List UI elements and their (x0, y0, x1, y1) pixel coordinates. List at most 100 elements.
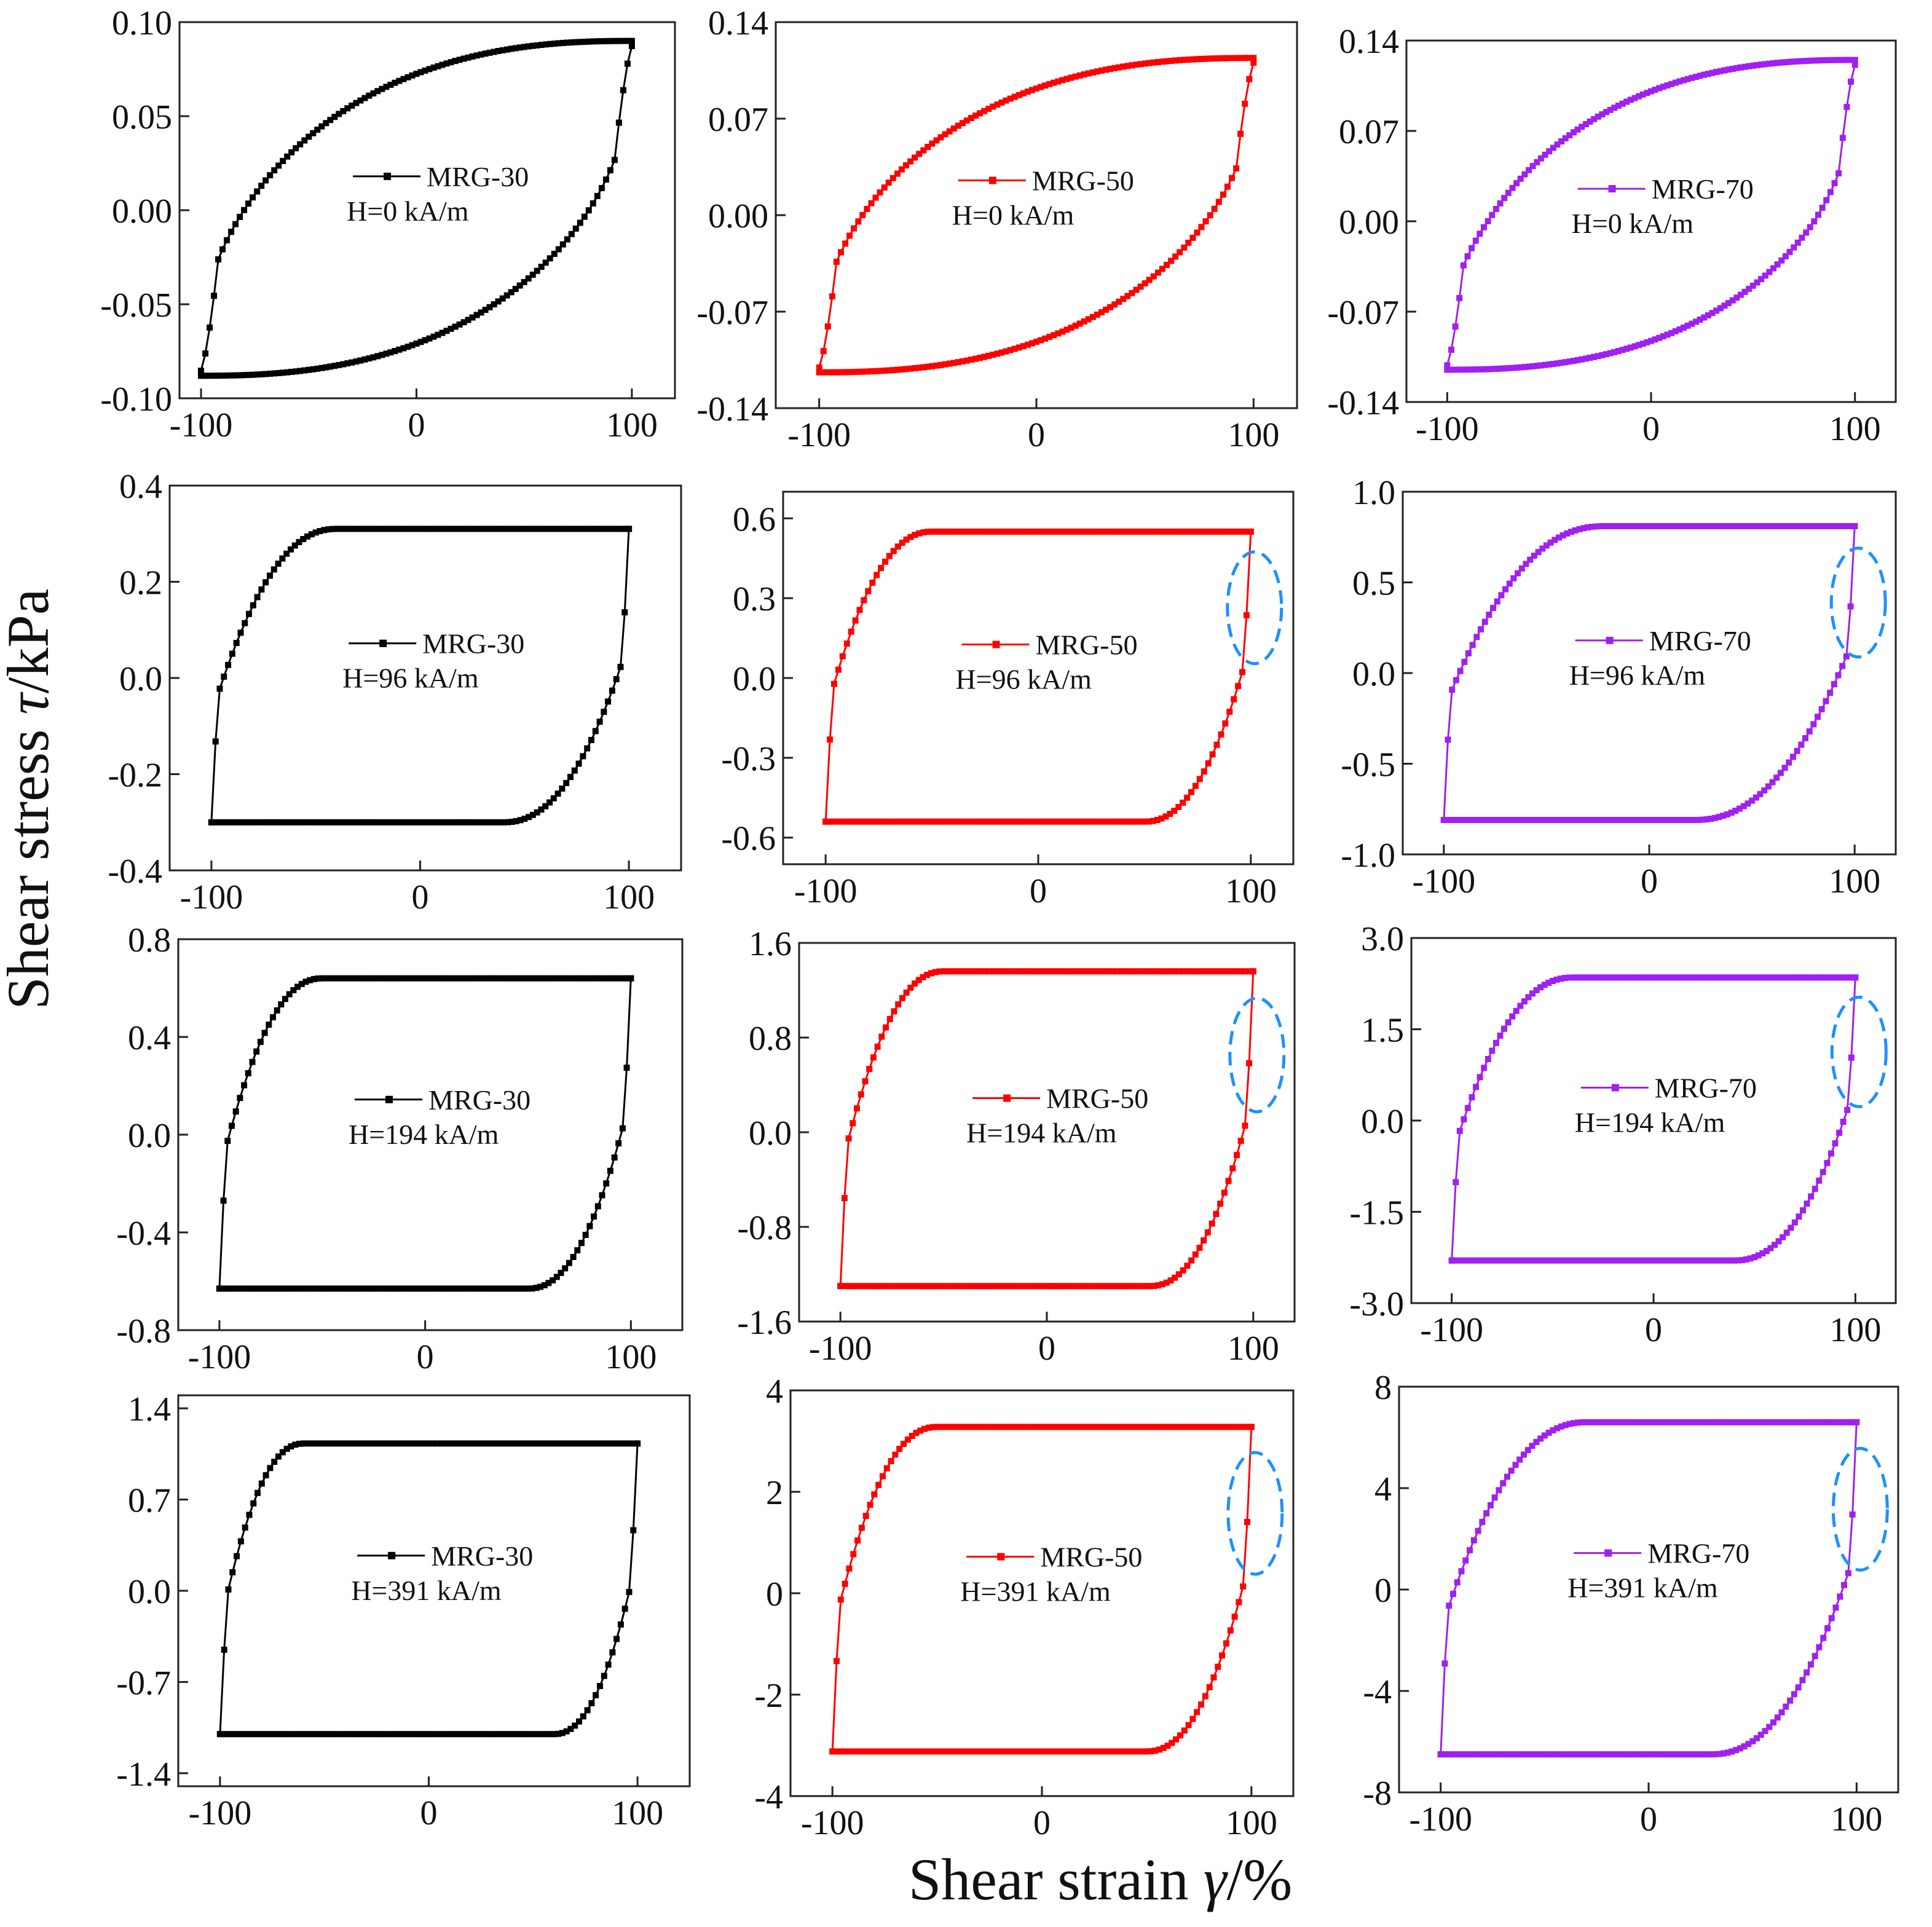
data-point (1227, 1627, 1234, 1634)
data-point (1231, 528, 1237, 535)
data-point (998, 349, 1005, 356)
data-point (1587, 118, 1593, 125)
data-point (1786, 58, 1793, 65)
data-point (1508, 1751, 1515, 1758)
data-point (1666, 1257, 1673, 1264)
data-point (1716, 814, 1722, 821)
data-point (988, 528, 995, 535)
data-point (1047, 818, 1054, 825)
data-point (1515, 570, 1521, 577)
data-point (459, 975, 465, 982)
data-point (1674, 1419, 1681, 1425)
data-point (1188, 968, 1195, 975)
data-point (1753, 523, 1759, 529)
y-axis-title-symbol: τ (0, 692, 61, 715)
data-point (354, 819, 361, 826)
data-point (1668, 329, 1675, 336)
data-point (1515, 817, 1521, 823)
data-point (349, 102, 355, 109)
field-label: H=391 kA/m (351, 1575, 502, 1606)
data-point (873, 572, 880, 578)
data-point (854, 1283, 860, 1290)
data-point (1579, 356, 1585, 363)
data-point (1141, 280, 1148, 286)
data-point (1765, 783, 1772, 790)
data-point (312, 529, 319, 536)
data-point (1188, 1257, 1195, 1264)
data-point (542, 526, 549, 532)
data-point (998, 968, 1005, 975)
data-point (1453, 677, 1459, 684)
data-point (488, 526, 494, 532)
data-point (1595, 353, 1601, 360)
data-point (1564, 817, 1571, 823)
data-point (350, 1731, 357, 1738)
data-point (1831, 57, 1838, 63)
data-point (446, 975, 453, 982)
data-point (1741, 63, 1748, 70)
data-point (912, 818, 918, 825)
data-point (1223, 1640, 1229, 1647)
data-point (430, 65, 437, 71)
data-point (875, 1748, 882, 1755)
data-point (1652, 87, 1658, 93)
data-point (509, 1731, 516, 1738)
data-point (228, 372, 235, 379)
data-point (611, 37, 618, 44)
data-point (1240, 1583, 1247, 1590)
data-point (985, 352, 992, 359)
data-point (1210, 1674, 1217, 1681)
data-point (1724, 811, 1730, 818)
data-point (469, 314, 476, 321)
data-point (1130, 1283, 1137, 1290)
data-point (1505, 365, 1512, 371)
data-point (1527, 817, 1534, 823)
data-point (1835, 672, 1842, 679)
data-point (513, 818, 519, 824)
data-point (342, 1731, 349, 1738)
data-point (1743, 1256, 1749, 1263)
data-point (1712, 1419, 1719, 1425)
data-point (598, 185, 605, 191)
data-point (1620, 1751, 1627, 1758)
data-point (609, 1440, 616, 1447)
data-point (1127, 1424, 1134, 1430)
data-point (1492, 206, 1499, 212)
data-point (288, 819, 294, 826)
data-point (904, 1436, 911, 1443)
data-point (229, 1285, 235, 1292)
data-point (1120, 528, 1127, 535)
data-point (1145, 528, 1152, 535)
data-point (1220, 55, 1226, 61)
data-point (1754, 61, 1760, 68)
data-point (241, 372, 248, 379)
data-point (1449, 687, 1456, 693)
data-point (279, 1449, 286, 1456)
data-point (360, 1285, 367, 1292)
data-point (1646, 817, 1652, 823)
data-point (1815, 523, 1821, 529)
data-point (438, 526, 444, 532)
data-point (1105, 968, 1112, 975)
data-point (1571, 358, 1577, 365)
data-point (1575, 1751, 1581, 1758)
data-point (950, 818, 956, 825)
data-point (1184, 528, 1191, 535)
data-point (1481, 1065, 1488, 1071)
data-point (1774, 60, 1781, 66)
data-point (297, 141, 304, 148)
data-point (1646, 1751, 1652, 1758)
data-point (344, 975, 350, 982)
data-point (439, 61, 446, 68)
y-tick-label: 0.07 (1339, 113, 1399, 151)
data-point (1120, 296, 1127, 302)
data-point (1059, 328, 1066, 335)
data-point (1794, 523, 1800, 529)
data-point (1163, 1279, 1170, 1286)
data-point (959, 1748, 966, 1755)
data-point (984, 1748, 991, 1755)
data-point (1783, 1229, 1790, 1236)
data-point (1523, 561, 1529, 567)
data-point (1554, 360, 1561, 367)
data-point (1671, 523, 1678, 529)
